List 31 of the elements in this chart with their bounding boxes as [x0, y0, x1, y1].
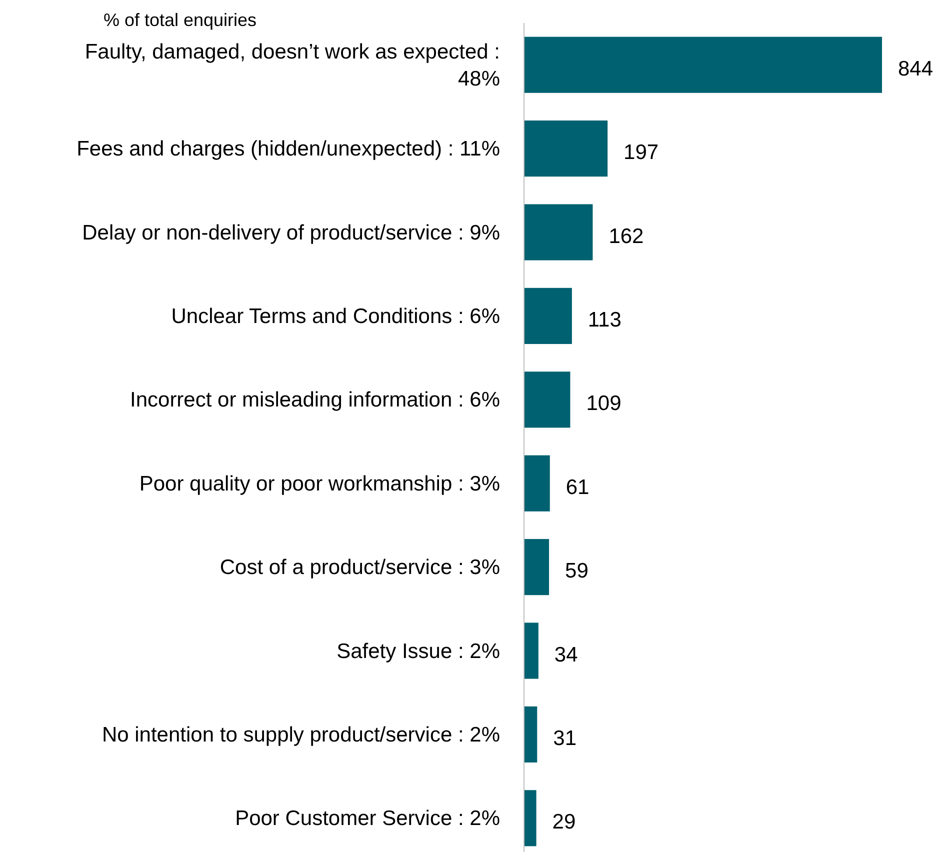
bar: [524, 372, 570, 428]
y-tick-label: Faulty, damaged, doesn’t work as expected : 48%: [84, 40, 500, 90]
data-label: 197: [624, 141, 659, 164]
bar: [524, 288, 572, 344]
data-label: 34: [554, 643, 578, 666]
bar: [524, 120, 608, 177]
data-label: 31: [553, 726, 577, 750]
data-label: 59: [565, 560, 588, 583]
y-tick-label: Poor Customer Service : 2%: [235, 806, 500, 830]
y-tick-label: Fees and charges (hidden/unexpected) : 11%: [76, 137, 500, 160]
bar: [524, 706, 538, 762]
text: % of total enquiries: [103, 10, 257, 30]
bar: [524, 204, 593, 260]
data-label: 844: [898, 57, 934, 80]
bar: [524, 539, 550, 596]
y-tick-label: Safety Issue : 2%: [336, 639, 500, 662]
y-tick-label: No intention to supply product/service : 2%: [102, 722, 500, 746]
data-label: 109: [586, 392, 622, 416]
data-label: 61: [566, 476, 590, 499]
bar: [524, 36, 882, 93]
bar: [524, 622, 538, 679]
bar: [524, 790, 536, 846]
y-tick-label: Cost of a product/service : 3%: [220, 556, 500, 579]
data-label: 162: [608, 224, 644, 248]
y-tick-label: Unclear Terms and Conditions : 6%: [171, 304, 500, 328]
y-tick-label: Poor quality or poor workmanship : 3%: [139, 472, 500, 495]
bar: [524, 455, 550, 512]
data-label: 29: [552, 810, 576, 834]
y-tick-label: Delay or non-delivery of product/service : 9%: [82, 220, 500, 244]
data-label: 113: [588, 308, 622, 332]
y-tick-label: Incorrect or misleading information : 6%: [130, 388, 500, 412]
